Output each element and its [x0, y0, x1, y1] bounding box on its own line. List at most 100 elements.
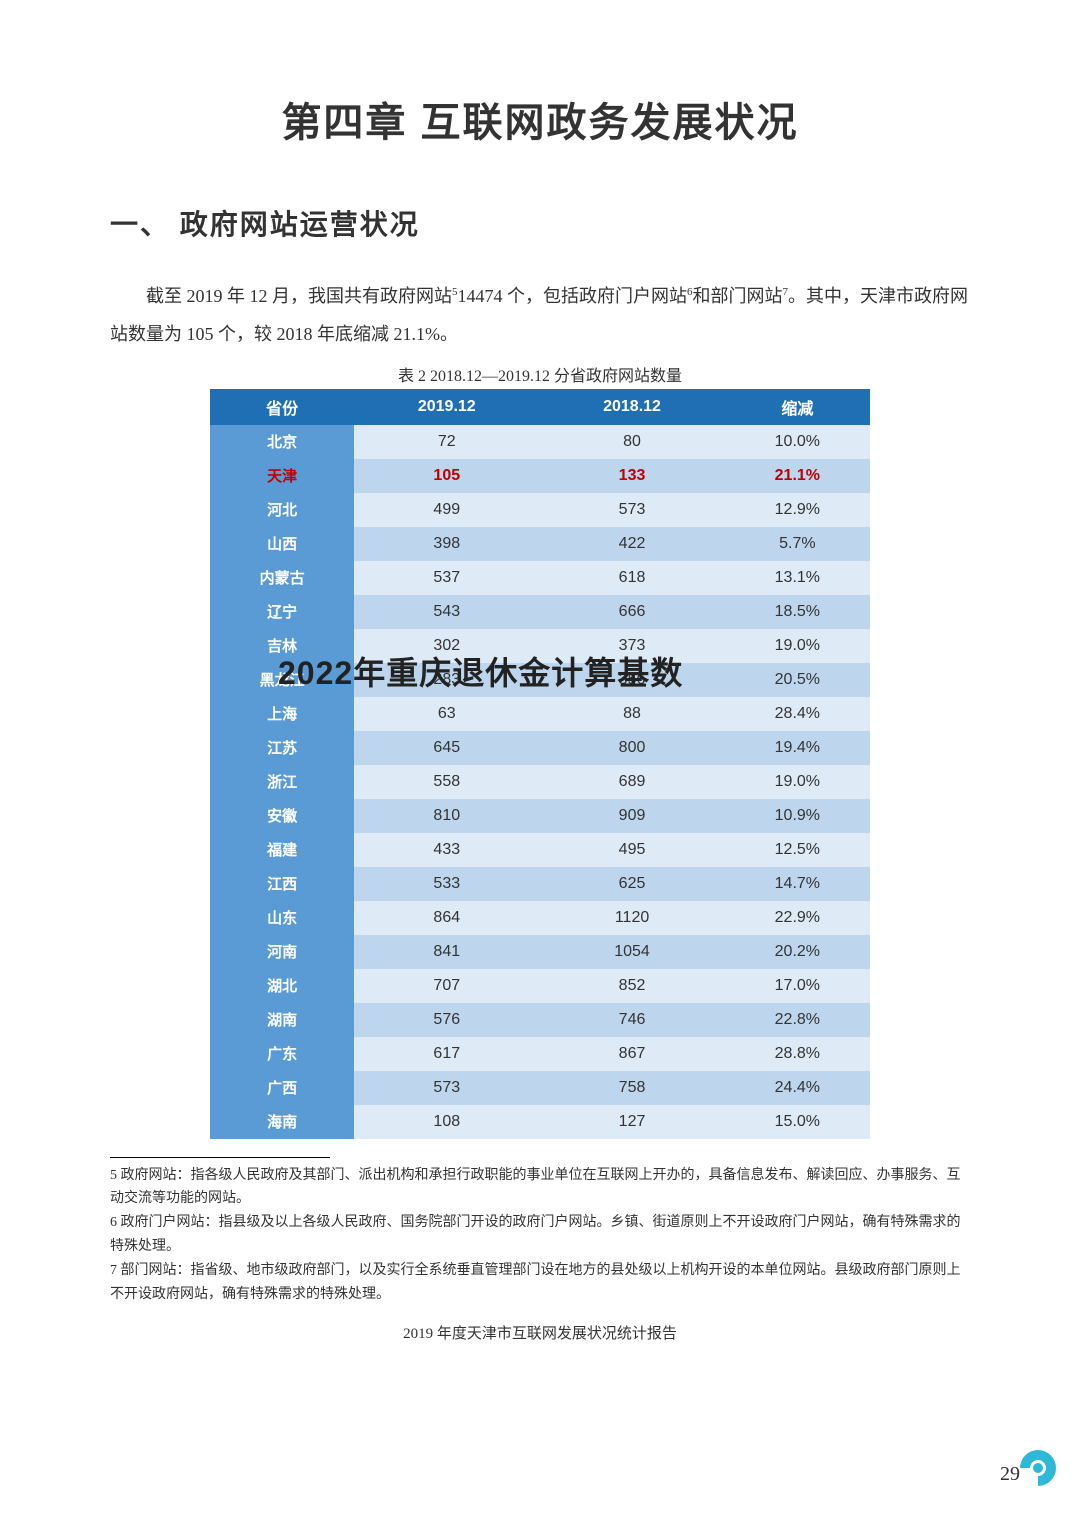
table-data-cell: 108 — [354, 1105, 539, 1139]
table-data-cell: 867 — [539, 1037, 724, 1071]
table-data-cell: 28.8% — [725, 1037, 870, 1071]
table-data-cell: 617 — [354, 1037, 539, 1071]
table-data-cell: 13.1% — [725, 561, 870, 595]
table-row: 河北49957312.9% — [210, 493, 870, 527]
table-data-cell: 533 — [354, 867, 539, 901]
footnote: 7 部门网站：指省级、地市级政府部门，以及实行全系统垂直管理部门设在地方的县处级… — [110, 1259, 970, 1307]
table-row: 湖北70785217.0% — [210, 969, 870, 1003]
table-row: 山西3984225.7% — [210, 527, 870, 561]
table-header-cell: 2019.12 — [354, 389, 539, 425]
para-span: 截至 2019 年 12 月，我国共有政府网站 — [146, 286, 452, 306]
para-span: 和部门网站 — [693, 286, 783, 306]
table-data-cell: 422 — [539, 527, 724, 561]
table-data-cell: 28.4% — [725, 697, 870, 731]
table-data-cell: 625 — [539, 867, 724, 901]
table-data-cell: 707 — [354, 969, 539, 1003]
table-data-cell: 19.0% — [725, 765, 870, 799]
table-label-cell: 天津 — [210, 459, 354, 493]
table-label-cell: 辽宁 — [210, 595, 354, 629]
table-row: 天津10513321.1% — [210, 459, 870, 493]
table-label-cell: 福建 — [210, 833, 354, 867]
table-data-cell: 80 — [539, 425, 724, 459]
table-data-cell: 495 — [539, 833, 724, 867]
table-data-cell: 18.5% — [725, 595, 870, 629]
table-data-cell: 21.1% — [725, 459, 870, 493]
table-data-cell: 645 — [354, 731, 539, 765]
table-data-cell: 758 — [539, 1071, 724, 1105]
table-label-cell: 广东 — [210, 1037, 354, 1071]
table-label-cell: 湖北 — [210, 969, 354, 1003]
table-label-cell: 江西 — [210, 867, 354, 901]
footnote: 6 政府门户网站：指县级及以上各级人民政府、国务院部门开设的政府门户网站。乡镇、… — [110, 1211, 970, 1259]
table-data-cell: 22.8% — [725, 1003, 870, 1037]
table-row: 安徽81090910.9% — [210, 799, 870, 833]
table-data-cell: 19.0% — [725, 629, 870, 663]
table-row: 山东864112022.9% — [210, 901, 870, 935]
table-data-cell: 10.0% — [725, 425, 870, 459]
table-label-cell: 山东 — [210, 901, 354, 935]
table-row: 上海638828.4% — [210, 697, 870, 731]
table-label-cell: 海南 — [210, 1105, 354, 1139]
table-data-cell: 12.9% — [725, 493, 870, 527]
table-data-cell: 24.4% — [725, 1071, 870, 1105]
table-data-cell: 558 — [354, 765, 539, 799]
table-data-cell: 14.7% — [725, 867, 870, 901]
table-data-cell: 543 — [354, 595, 539, 629]
table-data-cell: 810 — [354, 799, 539, 833]
table-data-cell: 852 — [539, 969, 724, 1003]
table-data-cell: 433 — [354, 833, 539, 867]
table-data-cell: 841 — [354, 935, 539, 969]
chapter-title: 第四章 互联网政务发展状况 — [110, 90, 970, 148]
table-data-cell: 133 — [539, 459, 724, 493]
table-data-cell: 573 — [354, 1071, 539, 1105]
table-row: 北京728010.0% — [210, 425, 870, 459]
table-data-cell: 573 — [539, 493, 724, 527]
table-row: 江西53362514.7% — [210, 867, 870, 901]
table-data-cell: 17.0% — [725, 969, 870, 1003]
table-row: 河南841105420.2% — [210, 935, 870, 969]
table-row: 广西57375824.4% — [210, 1071, 870, 1105]
table-data-cell: 909 — [539, 799, 724, 833]
table-head: 省份2019.122018.12缩减 — [210, 389, 870, 425]
table-row: 海南10812715.0% — [210, 1105, 870, 1139]
table-data-cell: 20.2% — [725, 935, 870, 969]
table-label-cell: 湖南 — [210, 1003, 354, 1037]
table-row: 辽宁54366618.5% — [210, 595, 870, 629]
footnotes-divider — [110, 1157, 330, 1158]
body-paragraph: 截至 2019 年 12 月，我国共有政府网站514474 个，包括政府门户网站… — [110, 278, 970, 354]
table-data-cell: 537 — [354, 561, 539, 595]
table-data-cell: 22.9% — [725, 901, 870, 935]
footer-title: 2019 年度天津市互联网发展状况统计报告 — [110, 1322, 970, 1343]
province-table: 省份2019.122018.12缩减 北京728010.0%天津10513321… — [210, 389, 870, 1139]
table-data-cell: 88 — [539, 697, 724, 731]
table-data-cell: 127 — [539, 1105, 724, 1139]
table-data-cell: 746 — [539, 1003, 724, 1037]
table-label-cell: 广西 — [210, 1071, 354, 1105]
table-data-cell: 618 — [539, 561, 724, 595]
table-data-cell: 5.7% — [725, 527, 870, 561]
table-label-cell: 北京 — [210, 425, 354, 459]
corner-logo — [1016, 1446, 1060, 1490]
table-data-cell: 800 — [539, 731, 724, 765]
section-title: 一、 政府网站运营状况 — [110, 203, 970, 243]
table-row: 湖南57674622.8% — [210, 1003, 870, 1037]
table-header-cell: 2018.12 — [539, 389, 724, 425]
table-data-cell: 499 — [354, 493, 539, 527]
table-data-cell: 15.0% — [725, 1105, 870, 1139]
table-data-cell: 19.4% — [725, 731, 870, 765]
para-span: 14474 个，包括政府门户网站 — [458, 286, 688, 306]
table-data-cell: 63 — [354, 697, 539, 731]
table-data-cell: 1120 — [539, 901, 724, 935]
table-label-cell: 河北 — [210, 493, 354, 527]
table-data-cell: 398 — [354, 527, 539, 561]
table-data-cell: 1054 — [539, 935, 724, 969]
watermark-text: 2022年重庆退休金计算基数 — [278, 648, 683, 694]
table-header-cell: 缩减 — [725, 389, 870, 425]
table-body: 北京728010.0%天津10513321.1%河北49957312.9%山西3… — [210, 425, 870, 1139]
table-header-row: 省份2019.122018.12缩减 — [210, 389, 870, 425]
table-data-cell: 666 — [539, 595, 724, 629]
table-row: 浙江55868919.0% — [210, 765, 870, 799]
footnotes-container: 5 政府网站：指各级人民政府及其部门、派出机构和承担行政职能的事业单位在互联网上… — [110, 1164, 970, 1307]
table-label-cell: 浙江 — [210, 765, 354, 799]
table-label-cell: 河南 — [210, 935, 354, 969]
